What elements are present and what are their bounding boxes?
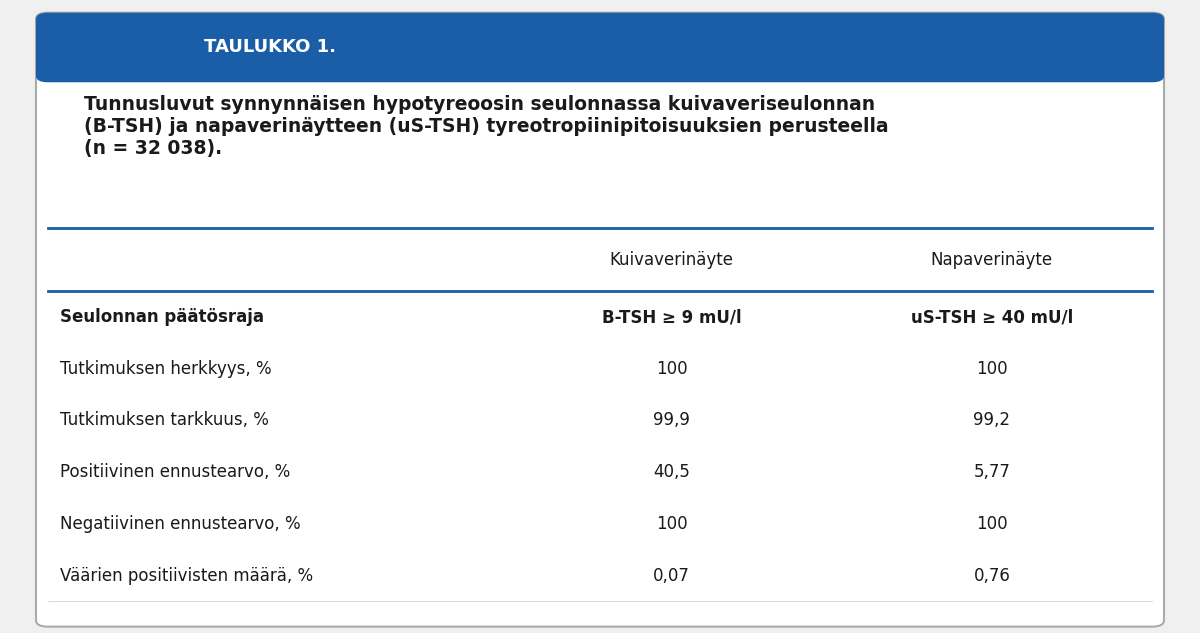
Text: 99,2: 99,2 [973, 411, 1010, 429]
Text: Tunnusluvut synnynnäisen hypotyreoosin seulonnassa kuivaveriseulonnan
(B-TSH) ja: Tunnusluvut synnynnäisen hypotyreoosin s… [84, 95, 889, 158]
Text: 99,9: 99,9 [653, 411, 690, 429]
Text: Tutkimuksen tarkkuus, %: Tutkimuksen tarkkuus, % [60, 411, 269, 429]
Text: Kuivaverinäyte: Kuivaverinäyte [610, 251, 733, 268]
Text: Napaverinäyte: Napaverinäyte [931, 251, 1052, 268]
Text: 100: 100 [976, 360, 1008, 378]
Text: Positiivinen ennustearvo, %: Positiivinen ennustearvo, % [60, 463, 290, 481]
Text: 0,76: 0,76 [973, 567, 1010, 584]
Text: Negatiivinen ennustearvo, %: Negatiivinen ennustearvo, % [60, 515, 301, 533]
Text: Väärien positiivisten määrä, %: Väärien positiivisten määrä, % [60, 567, 313, 584]
Text: TAULUKKO 1.: TAULUKKO 1. [204, 39, 336, 56]
Text: Seulonnan päätösraja: Seulonnan päätösraja [60, 308, 264, 326]
Text: 40,5: 40,5 [653, 463, 690, 481]
Text: 0,07: 0,07 [653, 567, 690, 584]
Text: 5,77: 5,77 [973, 463, 1010, 481]
Text: 100: 100 [656, 515, 688, 533]
Text: Tutkimuksen herkkyys, %: Tutkimuksen herkkyys, % [60, 360, 271, 378]
Text: B-TSH ≥ 9 mU/l: B-TSH ≥ 9 mU/l [602, 308, 742, 326]
Text: 100: 100 [656, 360, 688, 378]
Text: 100: 100 [976, 515, 1008, 533]
Text: uS-TSH ≥ 40 mU/l: uS-TSH ≥ 40 mU/l [911, 308, 1073, 326]
